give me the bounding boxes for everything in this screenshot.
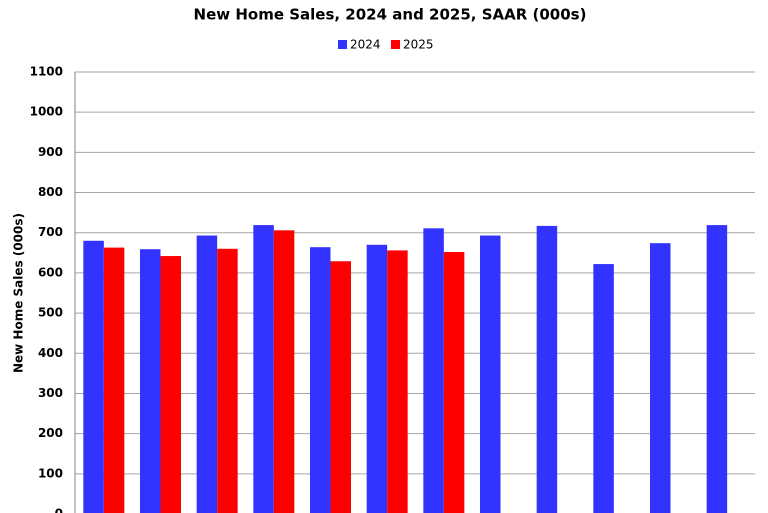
chart-title: New Home Sales, 2024 and 2025, SAAR (000… xyxy=(194,6,587,24)
bar xyxy=(593,264,614,513)
bar xyxy=(423,228,444,513)
legend-swatch xyxy=(338,40,347,49)
bar xyxy=(273,230,295,513)
bar xyxy=(650,243,671,513)
y-tick-label: 900 xyxy=(38,145,63,159)
y-tick-label: 800 xyxy=(38,185,63,199)
bar xyxy=(387,250,408,513)
bar xyxy=(140,249,161,513)
bar xyxy=(103,247,125,513)
y-tick-label: 600 xyxy=(38,265,63,279)
y-tick-label: 300 xyxy=(38,386,63,400)
y-tick-label: 400 xyxy=(38,346,63,360)
y-tick-label: 1000 xyxy=(30,105,63,119)
bar xyxy=(160,256,181,513)
bar xyxy=(253,225,274,513)
y-tick-label: 200 xyxy=(38,426,63,440)
bar xyxy=(366,244,388,513)
bar xyxy=(196,235,218,513)
legend-swatch xyxy=(391,40,400,49)
legend-label: 2024 xyxy=(350,38,381,52)
bar xyxy=(480,235,501,513)
bar xyxy=(310,247,331,513)
y-axis-label: New Home Sales (000s) xyxy=(12,213,26,373)
bar xyxy=(443,252,465,513)
bar xyxy=(706,225,728,513)
y-tick-label: 100 xyxy=(38,466,63,480)
bar xyxy=(83,240,104,513)
bar xyxy=(330,261,351,513)
bar xyxy=(217,248,238,513)
bar xyxy=(536,225,558,513)
y-tick-label: 500 xyxy=(38,306,63,320)
y-tick-label: 700 xyxy=(38,225,63,239)
y-tick-label: 1100 xyxy=(30,65,63,79)
y-tick-label: 0 xyxy=(55,507,63,513)
legend-label: 2025 xyxy=(403,38,434,52)
